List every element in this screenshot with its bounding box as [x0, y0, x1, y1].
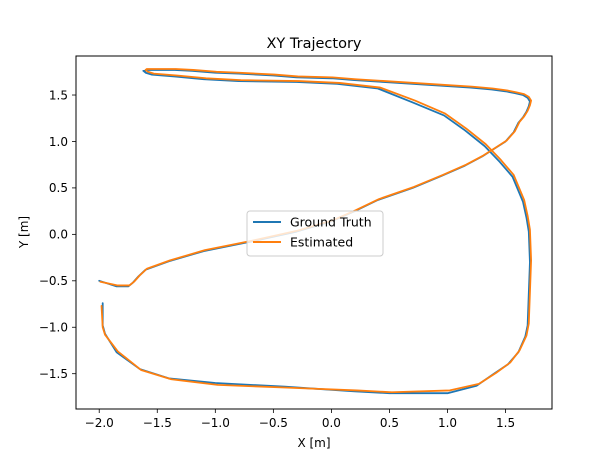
series-layer [98, 68, 532, 395]
x-tick-label: −0.5 [259, 416, 288, 430]
y-tick-label: 0.0 [49, 228, 68, 242]
x-axis: −2.0 −1.5 −1.0 −0.5 0.0 0.5 1.0 1.5 [85, 409, 515, 430]
x-axis-label: X [m] [297, 436, 330, 450]
x-tick-label: −1.0 [201, 416, 230, 430]
x-tick-label: 1.0 [438, 416, 457, 430]
y-tick-label: 0.5 [49, 181, 68, 195]
y-tick-label: −0.5 [39, 274, 68, 288]
x-tick-label: 0.5 [380, 416, 399, 430]
y-tick-label: −1.0 [39, 321, 68, 335]
legend-label-ground-truth: Ground Truth [290, 215, 372, 230]
y-tick-label: 1.5 [49, 88, 68, 102]
x-tick-label: 0.0 [322, 416, 341, 430]
y-axis: −1.5 −1.0 −0.5 0.0 0.5 1.0 1.5 [39, 88, 76, 381]
x-tick-label: −2.0 [85, 416, 114, 430]
y-tick-label: −1.5 [39, 367, 68, 381]
x-tick-label: −1.5 [143, 416, 172, 430]
chart-title: XY Trajectory [267, 36, 362, 52]
legend-label-estimated: Estimated [290, 235, 353, 250]
plot-frame [75, 55, 553, 410]
series-line-estimated [99, 68, 532, 394]
legend: Ground Truth Estimated [246, 210, 384, 257]
x-tick-label: 1.5 [496, 416, 515, 430]
y-axis-label: Y [m] [17, 216, 31, 249]
y-tick-label: 1.0 [49, 135, 68, 149]
